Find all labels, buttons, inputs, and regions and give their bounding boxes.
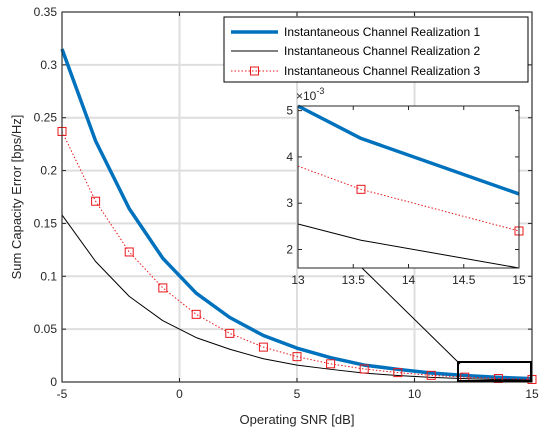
- inset-series-line-3: [297, 165, 520, 232]
- legend-marker-3: [250, 66, 259, 76]
- inset-x-tick-label: 13.5: [342, 273, 366, 287]
- inset-y-tick-label: 2: [286, 242, 293, 256]
- main-plot-frame: [61, 11, 533, 383]
- main-y-tick-label: 0.05: [34, 322, 58, 336]
- main-series-3-marker: [292, 352, 302, 362]
- legend-label-2: Instantaneous Channel Realization 2: [284, 44, 480, 58]
- zoom-indicator: [361, 267, 532, 382]
- main-series-3-marker: [191, 309, 201, 319]
- inset-exponent-power: -3: [316, 86, 324, 96]
- main-series-3-marker: [91, 196, 101, 206]
- inset-y-tick-label: 5: [286, 104, 293, 118]
- y-axis-label: Sum Capacity Error [bps/Hz]: [9, 115, 24, 280]
- inset-x-tick-label: 14: [402, 273, 416, 287]
- inset-exponent-label: ×10-3: [296, 86, 324, 103]
- main-series-3-marker: [426, 370, 436, 380]
- main-x-tick-label: 0: [176, 387, 183, 401]
- main-y-tick-label: 0.3: [40, 58, 57, 72]
- legend-label-1: Instantaneous Channel Realization 1: [284, 25, 480, 39]
- main-x-tick-label: 5: [294, 387, 301, 401]
- inset-x-tick-labels: 13 13.5 14 14.5 15: [291, 273, 526, 287]
- main-x-tick-label: 10: [408, 387, 422, 401]
- main-y-tick-labels: 0 0.05 0.1 0.15 0.2 0.25 0.3 0.35: [34, 5, 58, 389]
- main-y-tick-label: 0.1: [40, 269, 57, 283]
- main-y-tick-label: 0.25: [34, 111, 58, 125]
- zoom-connector-line: [361, 267, 461, 365]
- main-x-tick-label: -5: [57, 387, 68, 401]
- inset-series-3-marker: [356, 184, 366, 194]
- legend-label-3: Instantaneous Channel Realization 3: [284, 64, 480, 78]
- legend-box: [223, 16, 529, 83]
- inset-series: [297, 104, 524, 269]
- legend: Instantaneous Channel Realization 1 Inst…: [223, 16, 529, 83]
- main-y-tick-label: 0.15: [34, 216, 58, 230]
- main-x-tick-label: 15: [525, 387, 539, 401]
- main-x-tick-labels: -5 0 5 10 15: [57, 387, 539, 401]
- main-series-3-marker: [326, 359, 336, 369]
- inset-x-tick-label: 15: [512, 273, 526, 287]
- main-y-tick-label: 0.35: [34, 5, 58, 19]
- inset-x-tick-label: 14.5: [452, 273, 476, 287]
- main-series: [57, 48, 537, 384]
- zoom-region-box: [457, 361, 532, 382]
- main-series-3-marker: [158, 283, 168, 293]
- main-series-3-marker: [124, 247, 134, 257]
- inset-series-line-2: [297, 223, 520, 269]
- inset-y-tick-label: 4: [286, 150, 293, 164]
- inset-plot: 13 13.5 14 14.5 15 2 3 4 5 ×10-3: [286, 86, 526, 287]
- main-series-3-marker: [225, 328, 235, 338]
- main-y-tick-label: 0: [50, 375, 57, 389]
- inset-series-line-1: [297, 104, 520, 196]
- inset-x-tick-label: 13: [291, 273, 305, 287]
- inset-plot-area: [298, 106, 519, 268]
- inset-exponent-base: ×10: [296, 89, 317, 103]
- main-series-line-3: [61, 131, 533, 380]
- legend-entry-1: Instantaneous Channel Realization 1: [231, 25, 480, 39]
- main-series-3-marker: [393, 368, 403, 378]
- legend-entry-3: Instantaneous Channel Realization 3: [231, 64, 480, 78]
- main-y-tick-label: 0.2: [40, 164, 57, 178]
- main-series-3-marker: [258, 342, 268, 352]
- main-series-3-marker: [359, 364, 369, 374]
- inset-y-tick-label: 3: [286, 196, 293, 210]
- legend-entry-2: Instantaneous Channel Realization 2: [231, 44, 480, 58]
- main-series-line-1: [60, 48, 533, 381]
- main-series-3-marker: [493, 374, 503, 384]
- inset-plot-frame: [297, 105, 520, 269]
- main-series-line-2: [61, 214, 533, 381]
- x-axis-label: Operating SNR [dB]: [240, 412, 355, 427]
- inset-y-tick-labels: 2 3 4 5: [286, 104, 293, 257]
